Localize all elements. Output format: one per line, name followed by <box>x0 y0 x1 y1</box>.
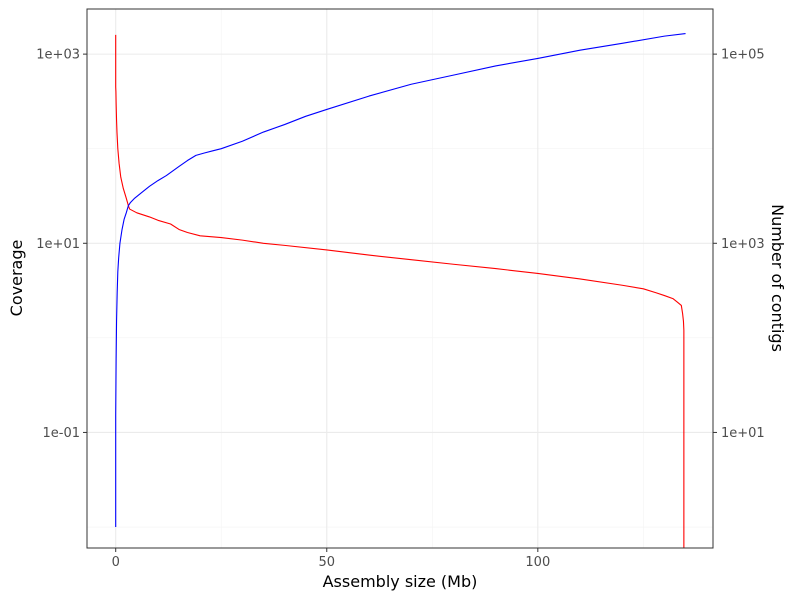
plot-panel-border <box>86 8 714 549</box>
series-layer <box>115 33 686 548</box>
y2-axis-title: Number of contigs <box>768 204 787 352</box>
x-tick-label: 50 <box>318 555 335 570</box>
axes: 0 50 100 1e+03 1e+01 1e-01 1e+05 1e+03 1e+01 <box>36 48 764 570</box>
y-tick-label: 1e+01 <box>36 237 80 252</box>
plot-panel-background <box>87 9 713 548</box>
y2-tick-label: 1e+03 <box>721 237 765 252</box>
y-axis-title: Coverage <box>7 240 26 317</box>
y2-tick-label: 1e+05 <box>721 48 765 63</box>
x-tick-label: 0 <box>112 555 120 570</box>
y2-tick-label: 1e+01 <box>721 426 765 441</box>
grid <box>87 9 713 548</box>
x-axis-title: Assembly size (Mb) <box>323 572 478 591</box>
y-tick-label: 1e+03 <box>36 48 80 63</box>
y-tick-label: 1e-01 <box>42 426 80 441</box>
coverage-line <box>115 34 685 548</box>
x-tick-label: 100 <box>525 555 550 570</box>
contig-count-line <box>115 33 686 528</box>
